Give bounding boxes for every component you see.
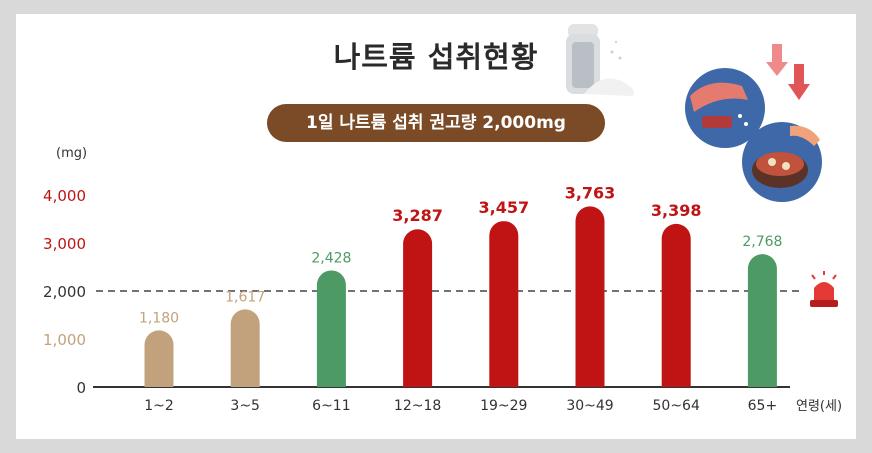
x-axis-unit-label: 연령(세) — [796, 399, 842, 414]
y-axis-unit-label: (mg) — [56, 146, 88, 161]
y-tick-label: 1,000 — [43, 331, 86, 349]
bar — [575, 206, 605, 387]
bar — [747, 254, 777, 387]
x-tick-label: 3~5 — [230, 398, 260, 414]
down-arrows-icon — [766, 44, 810, 100]
y-tick-label: 4,000 — [43, 187, 86, 205]
chart-title: 나트륨 섭취현황 — [333, 40, 539, 74]
bar — [230, 309, 260, 387]
x-tick-label: 50~64 — [653, 398, 700, 414]
x-tick-label: 19~29 — [480, 398, 527, 414]
data-label: 2,428 — [311, 250, 351, 266]
recommendation-badge: 1일 나트륨 섭취 권고량 2,000mg — [267, 104, 605, 142]
x-tick-label: 65+ — [748, 398, 778, 414]
data-label: 3,457 — [478, 198, 529, 217]
bar — [661, 223, 691, 387]
y-tick-label: 2,000 — [43, 283, 86, 301]
x-tick-label: 1~2 — [144, 398, 174, 414]
data-label: 3,398 — [651, 201, 702, 220]
salt-shaker-icon — [566, 24, 634, 96]
data-label: 1,617 — [225, 289, 265, 305]
bar — [316, 270, 346, 387]
siren-icon — [810, 271, 838, 307]
x-tick-label: 6~11 — [312, 398, 350, 414]
bar — [144, 330, 174, 387]
data-label: 3,287 — [392, 206, 443, 225]
y-tick-label: 0 — [76, 379, 86, 397]
data-label: 2,768 — [742, 234, 782, 250]
x-tick-label: 30~49 — [566, 398, 613, 414]
y-tick-label: 3,000 — [43, 235, 86, 253]
data-label: 3,763 — [565, 183, 616, 202]
data-label: 1,180 — [139, 310, 179, 326]
cooking-illustration-icon — [685, 68, 822, 202]
x-tick-label: 12~18 — [394, 398, 441, 414]
bar — [403, 229, 433, 387]
bar — [489, 221, 519, 387]
